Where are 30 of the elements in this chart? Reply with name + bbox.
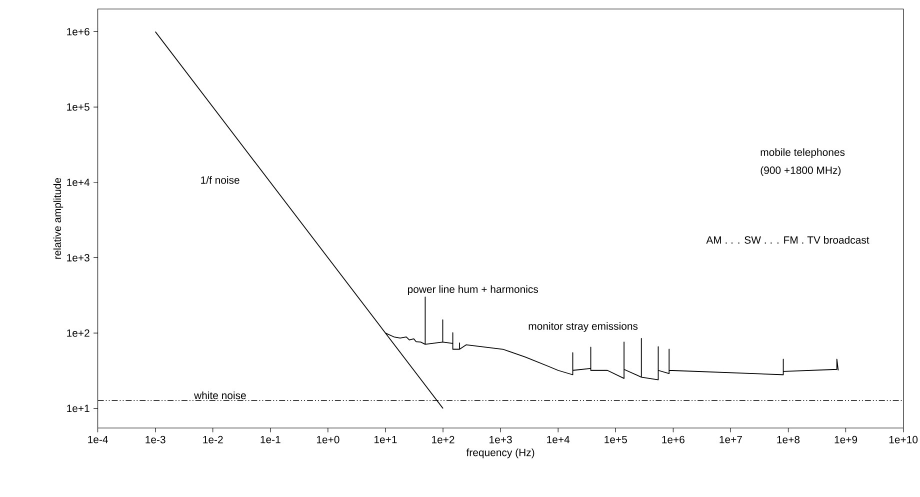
annotation: 1/f noise — [201, 176, 240, 184]
y-tick-label: 1e+1 — [67, 404, 90, 412]
x-tick-label: 1e-2 — [203, 436, 223, 444]
x-tick-label: 1e+7 — [720, 436, 742, 444]
annotation: power line hum + harmonics — [408, 285, 538, 296]
x-axis-title: frequency (Hz) — [466, 448, 534, 458]
annotation: (900 +1800 MHz) — [760, 166, 841, 176]
x-tick-label: 1e+10 — [889, 436, 918, 444]
x-tick-label: 1e-4 — [88, 436, 108, 444]
x-tick-label: 1e+9 — [834, 436, 858, 444]
x-tick-label: 1e+2 — [432, 436, 454, 444]
y-tick-label: 1e+2 — [67, 329, 90, 337]
x-tick-label: 1e+3 — [490, 436, 512, 444]
x-tick-label: 1e+0 — [316, 436, 340, 444]
x-tick-label: 1e+5 — [604, 436, 627, 444]
x-tick-label: 1e+6 — [662, 436, 684, 444]
x-tick-label: 1e+8 — [777, 436, 800, 444]
x-tick-label: 1e-3 — [146, 436, 166, 444]
y-tick-label: 1e+6 — [67, 28, 90, 36]
ref-line-label: white noise — [194, 391, 246, 400]
annotation: AM . . . SW . . . FM . TV broadcast — [706, 236, 870, 244]
y-tick-label: 1e+3 — [67, 254, 90, 262]
y-tick-label: 1e+4 — [67, 178, 90, 186]
y-tick-label: 1e+5 — [67, 103, 90, 111]
annotation: mobile telephones — [760, 148, 845, 158]
x-tick-label: 1e+4 — [547, 436, 570, 444]
annotation: monitor stray emissions — [528, 322, 638, 332]
x-tick-label: 1e+1 — [374, 436, 397, 444]
x-tick-label: 1e-1 — [260, 436, 280, 444]
y-axis-title: relative amplitude — [53, 178, 64, 259]
